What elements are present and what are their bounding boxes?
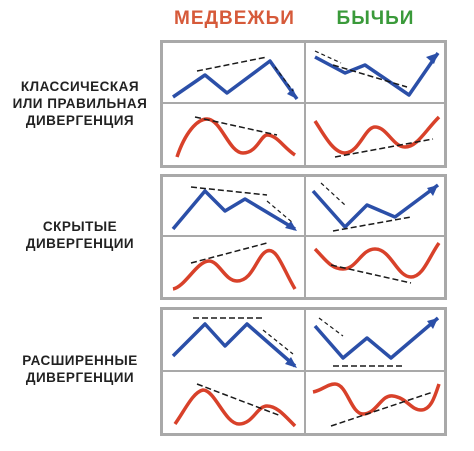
trend-dash bbox=[190, 242, 268, 264]
arrow-head bbox=[287, 88, 297, 99]
bearish-oscillator-line bbox=[173, 388, 297, 428]
bullish-oscillator-line bbox=[313, 115, 441, 155]
arrow-head bbox=[285, 357, 297, 368]
arrow-head bbox=[426, 53, 438, 64]
arrow-head bbox=[285, 221, 297, 231]
arrow-trail bbox=[320, 182, 346, 206]
hidden-divergence-panel bbox=[160, 174, 447, 300]
trend-dash bbox=[332, 216, 412, 232]
arrow-trail bbox=[314, 50, 342, 64]
trend-dash bbox=[190, 186, 268, 196]
trend-dash bbox=[330, 264, 412, 284]
trend-dash bbox=[332, 64, 408, 88]
bearish-oscillator-line bbox=[175, 117, 297, 158]
row-label-line: КЛАССИЧЕСКАЯ bbox=[20, 79, 140, 94]
row-label-line: ДИВЕРГЕНЦИЯ bbox=[25, 113, 135, 128]
bearish-price-line bbox=[171, 189, 296, 231]
bullish-price-line bbox=[311, 183, 440, 229]
bearish-oscillator-line bbox=[172, 248, 297, 291]
arrow-trail bbox=[266, 200, 294, 224]
row-label-line: СКРЫТЫЕ bbox=[42, 219, 118, 234]
bearish-price-line bbox=[172, 59, 299, 101]
arrow-trail bbox=[274, 66, 294, 92]
trend-dash bbox=[194, 116, 278, 136]
bullish-price-line bbox=[314, 52, 440, 97]
row-label-line: ДИВЕРГЕНЦИИ bbox=[25, 236, 135, 251]
trend-dash bbox=[196, 56, 268, 72]
bearish-price-line bbox=[171, 322, 297, 368]
bullish-oscillator-line bbox=[313, 241, 441, 279]
row-label-hidden: СКРЫТЫЕ ДИВЕРГЕНЦИИ bbox=[4, 218, 156, 252]
row-label-extended: РАСШИРЕННЫЕ ДИВЕРГЕНЦИИ bbox=[4, 352, 156, 386]
row-label-line: ДИВЕРГЕНЦИИ bbox=[25, 370, 135, 385]
bullish-column-title: БЫЧЬИ bbox=[336, 8, 415, 29]
row-label-line: РАСШИРЕННЫЕ bbox=[22, 353, 138, 368]
trend-dash bbox=[196, 383, 282, 417]
classic-divergence-panel bbox=[160, 40, 447, 168]
trend-dash bbox=[334, 138, 434, 158]
bullish-oscillator-line bbox=[312, 382, 441, 416]
arrow-head bbox=[427, 318, 438, 329]
arrow-trail bbox=[318, 317, 344, 337]
bullish-price-line bbox=[313, 316, 440, 360]
bearish-column-title: МЕДВЕЖЬИ bbox=[174, 8, 295, 29]
extended-divergence-panel bbox=[160, 307, 447, 436]
row-label-classic: КЛАССИЧЕСКАЯ ИЛИ ПРАВИЛЬНАЯ ДИВЕРГЕНЦИЯ bbox=[4, 78, 156, 129]
arrow-head bbox=[427, 185, 438, 196]
row-label-line: ИЛИ ПРАВИЛЬНАЯ bbox=[12, 96, 148, 111]
